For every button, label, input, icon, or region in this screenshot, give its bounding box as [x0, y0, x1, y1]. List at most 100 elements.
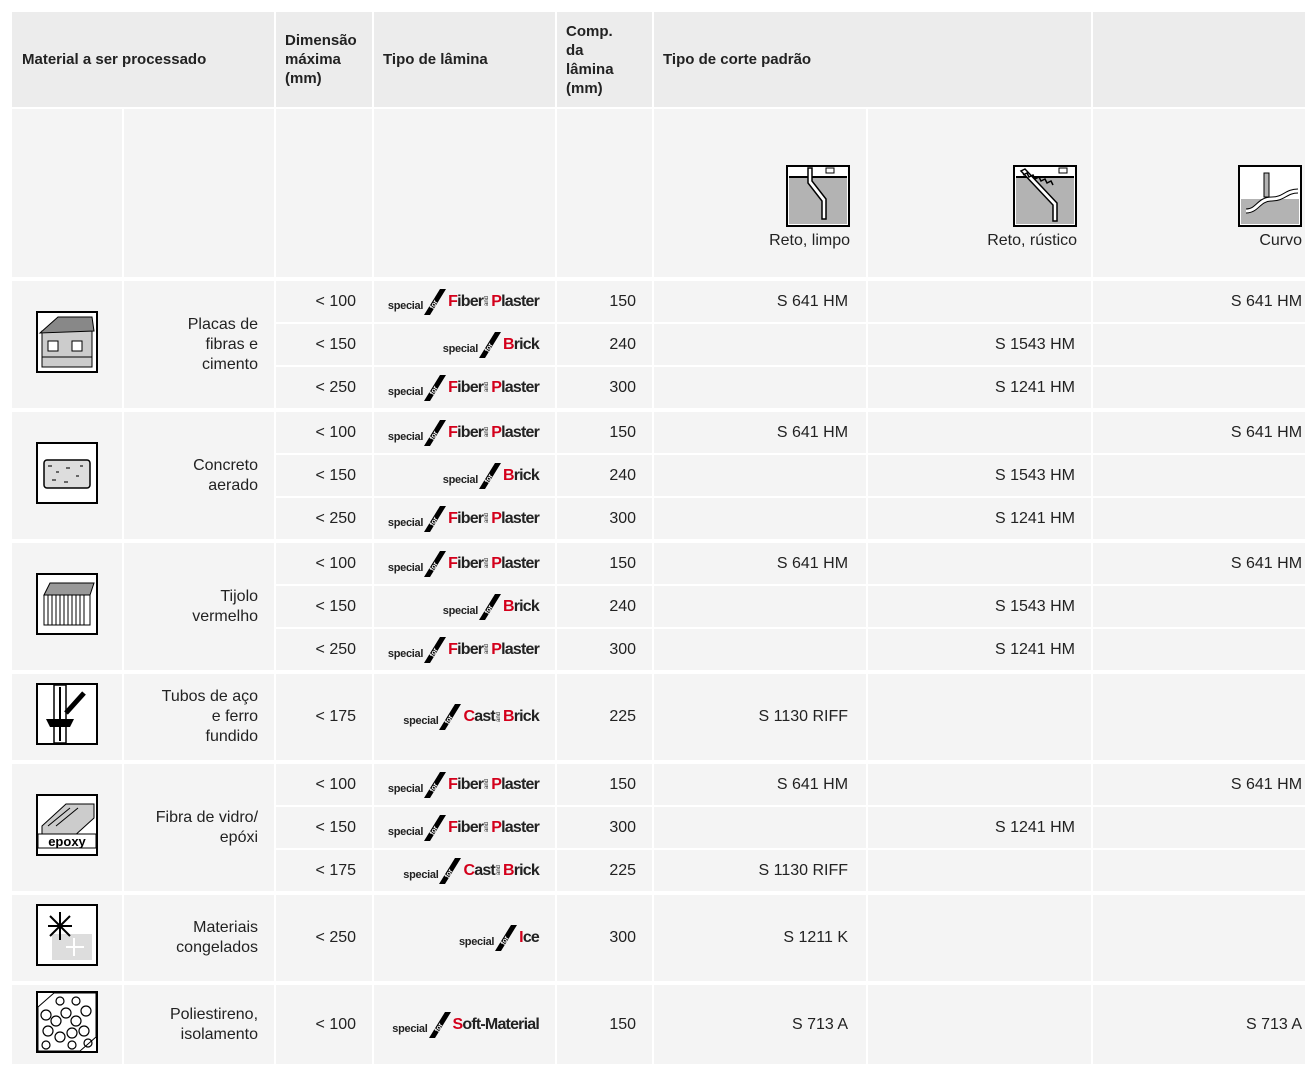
blade-logo: special for Fiber and Plaster [387, 636, 540, 663]
data-row: < 150 special for Fiber and Plaster 300 S 1241 … [11, 805, 1305, 850]
blade-code: S 641 HM [652, 408, 869, 455]
blade-word: Fiber [448, 509, 484, 527]
max-dimension: < 250 [274, 365, 375, 411]
max-dimension: < 175 [274, 848, 375, 894]
blade-type: special for Fiber and Plaster [372, 805, 558, 850]
blade-special: special [387, 561, 424, 574]
header-max-dim: Dimensão máxima (mm) [274, 10, 375, 109]
data-row: < 250 special for Fiber and Plaster 300 S 1241 … [11, 365, 1305, 411]
max-dimension: < 150 [274, 322, 375, 367]
blade-for: for [424, 771, 447, 798]
data-row: < 150 special for Brick 240 S 1543 HM [11, 584, 1305, 629]
empty-cell [121, 107, 277, 280]
empty-cell [866, 760, 1094, 807]
header-row: Material a ser processado Dimensão máxim… [10, 10, 1305, 109]
empty-cell [866, 848, 1094, 894]
blade-type: special for Cast and Brick [372, 670, 558, 763]
blade-word: Brick [502, 708, 540, 725]
empty-cell [1091, 670, 1305, 763]
material-name: Concreto aerado [121, 408, 277, 542]
max-dimension: < 250 [274, 496, 375, 542]
blade-code: S 641 HM [652, 760, 869, 807]
empty-cell [652, 584, 869, 629]
max-dimension: < 250 [274, 891, 375, 984]
blade-type: special for Fiber and Plaster [372, 365, 558, 411]
blade-word: Cast [463, 861, 495, 879]
blade-joiner: and [484, 382, 491, 393]
blade-code: S 1543 HM [866, 584, 1094, 629]
max-dimension: < 150 [274, 805, 375, 850]
blade-type: special for Brick [372, 322, 558, 367]
empty-cell [1091, 627, 1305, 673]
cut-column-label: Curvo [1259, 232, 1303, 249]
blade-code: S 1211 K [652, 891, 869, 984]
blade-special: special [442, 473, 479, 486]
blade-type: special for Fiber and Plaster [372, 760, 558, 807]
blade-logo: special for Fiber and Plaster [388, 771, 540, 798]
blade-length: 300 [555, 805, 655, 850]
blade-special: special [387, 516, 424, 529]
blade-special: special [387, 299, 424, 312]
blade-slash [428, 1011, 451, 1038]
cut-icon-row: Reto, limpo Reto, rústico Curvo [10, 107, 1305, 280]
blade-length: 300 [555, 365, 655, 411]
empty-cell [866, 539, 1094, 586]
material-icon-cell [10, 670, 124, 763]
max-dimension: < 150 [274, 584, 375, 629]
data-row: < 150 special for Brick 240 S 1543 HM [11, 322, 1305, 367]
header-blade-type: Tipo de lâmina [372, 10, 558, 109]
blade-word: Plaster [491, 292, 540, 310]
header-empty [1091, 10, 1305, 109]
blade-length: 150 [555, 981, 655, 1066]
blade-for: for [439, 704, 462, 730]
data-row: < 250 special for Fiber and Plaster 300 S 1241 … [11, 496, 1305, 542]
blade-slash [424, 419, 447, 446]
data-row: epoxy Fibra de vidro/ epóxi < 100 special fo… [10, 760, 1305, 894]
blade-length: 300 [555, 627, 655, 673]
blade-logo: special for Cast and Brick [403, 857, 540, 884]
table-container: Material a ser processado Dimensão máxim… [10, 10, 1305, 1066]
header-material: Material a ser processado [10, 10, 277, 109]
material-icon-cell [10, 891, 124, 984]
blade-word: Plaster [491, 640, 540, 658]
blade-slash [478, 593, 501, 620]
material-name: Tijolo vermelho [121, 539, 277, 673]
material-name: Fibra de vidro/ epóxi [121, 760, 277, 894]
blade-type: special for Fiber and Plaster [372, 408, 558, 455]
blade-for: for [424, 814, 447, 841]
blade-type: special for Brick [372, 453, 558, 498]
blade-type: special for Soft-Material [372, 981, 558, 1066]
data-row: < 175 special for Cast and Brick 225 S 1130 RIF… [11, 848, 1305, 894]
cut-column-cell: Reto, rústico [866, 107, 1094, 280]
blade-special: special [387, 825, 424, 838]
blade-type: special for Cast and Brick [372, 848, 558, 894]
material-icon-cell [10, 981, 124, 1066]
icon-text: epoxy [48, 834, 86, 849]
material-icon [36, 310, 98, 373]
empty-cell [10, 107, 124, 280]
material-icon-cell [10, 408, 124, 542]
empty-cell [1091, 891, 1305, 984]
blade-length: 240 [555, 453, 655, 498]
max-dimension: < 100 [274, 539, 375, 586]
blade-logo: special for Soft-Material [392, 1011, 540, 1038]
max-dimension: < 100 [274, 981, 375, 1066]
blade-word: Brick [502, 861, 540, 879]
blade-word: Fiber [448, 292, 484, 310]
blade-for: for [478, 593, 501, 620]
blade-for: for [424, 288, 447, 315]
blade-type: special for Fiber and Plaster [372, 539, 558, 586]
material-icon [36, 990, 98, 1053]
blade-length: 240 [555, 584, 655, 629]
blade-special: special [442, 342, 479, 355]
blade-slash [424, 505, 447, 532]
empty-cell [274, 107, 375, 280]
blade-special: special [387, 647, 424, 660]
blade-logo: special for Fiber and Plaster [387, 505, 540, 532]
header-cut-type: Tipo de corte padrão [652, 10, 1094, 109]
blade-joiner: and [495, 711, 502, 722]
empty-cell [866, 891, 1094, 984]
blade-slash [495, 925, 518, 951]
blade-for: for [424, 550, 447, 577]
